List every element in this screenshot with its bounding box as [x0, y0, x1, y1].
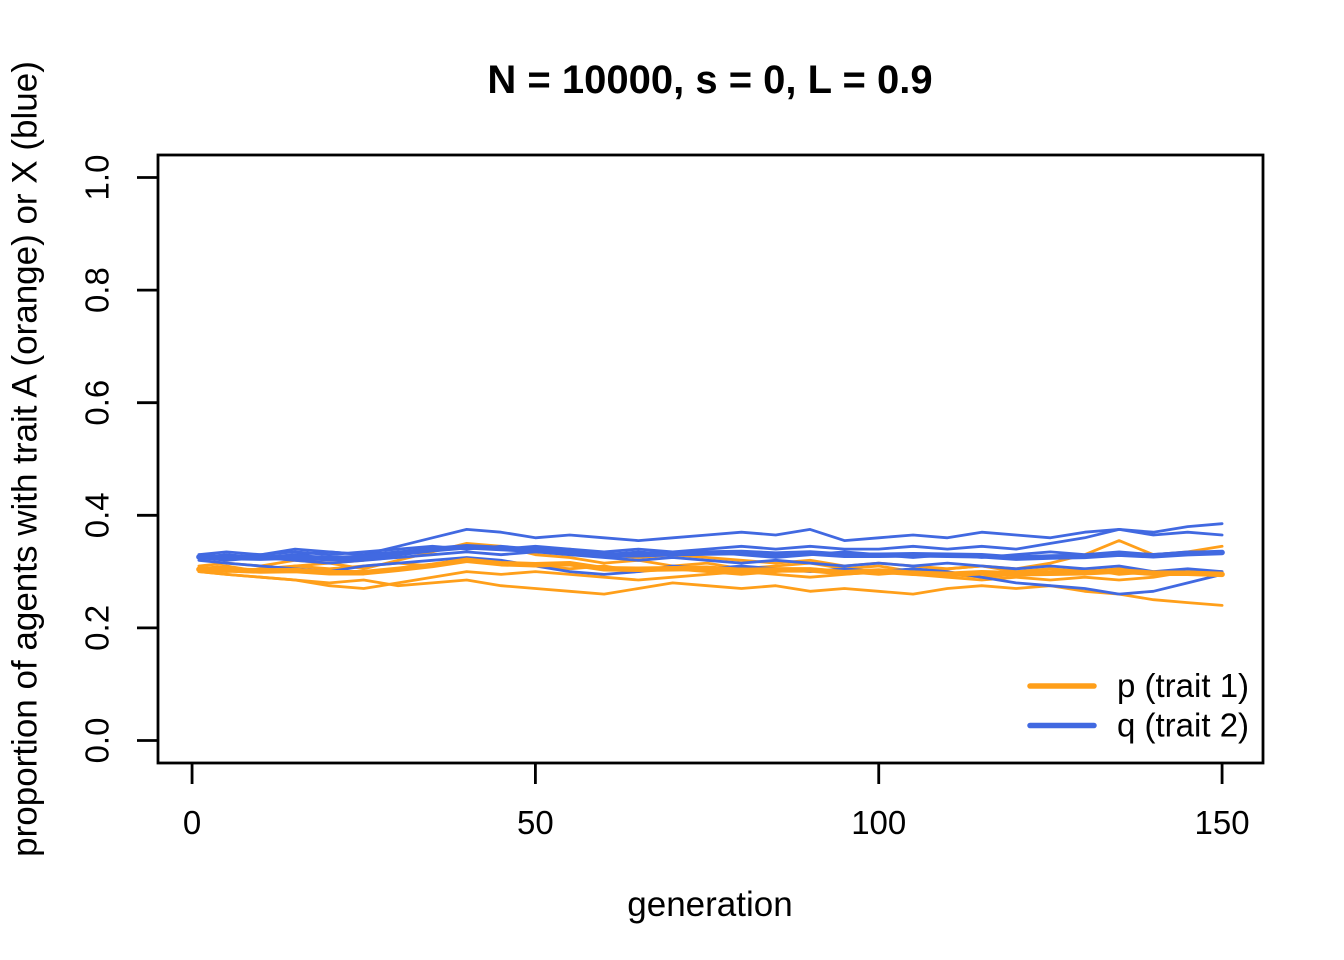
plot-border-box — [156, 153, 1265, 765]
y-tick-label: 0.2 — [79, 605, 116, 651]
y-tick-label: 0.6 — [79, 380, 116, 426]
y-tick-label: 0.4 — [79, 492, 116, 538]
legend-label-p: p (trait 1) — [1117, 667, 1249, 704]
y-tick-label: 0.8 — [79, 267, 116, 313]
series-line-q-run-5 — [197, 550, 1224, 573]
x-axis-ticks: 0 50 100 150 — [183, 763, 1250, 841]
x-axis-label: generation — [627, 885, 792, 924]
y-axis-ticks: 0.0 0.2 0.4 0.6 0.8 1.0 — [79, 155, 158, 764]
series-line-mean-p — [196, 557, 1225, 578]
series-lines — [196, 522, 1225, 607]
legend: p (trait 1) q (trait 2) — [1027, 667, 1249, 744]
x-tick-label: 50 — [517, 804, 554, 841]
y-tick-label: 0.0 — [79, 718, 116, 764]
plot-title: N = 10000, s = 0, L = 0.9 — [487, 58, 932, 102]
series-line-p-run-5 — [197, 570, 1224, 590]
x-tick-label: 0 — [183, 804, 201, 841]
series-line-mean-q — [196, 544, 1225, 562]
series-line-p-run-1 — [197, 539, 1224, 573]
y-axis-label: proportion of agents with trait A (orang… — [5, 61, 44, 857]
legend-label-q: q (trait 2) — [1117, 707, 1249, 744]
x-tick-label: 100 — [851, 804, 906, 841]
x-tick-label: 150 — [1195, 804, 1250, 841]
y-tick-label: 1.0 — [79, 155, 116, 201]
series-line-q-run-2 — [197, 528, 1224, 559]
